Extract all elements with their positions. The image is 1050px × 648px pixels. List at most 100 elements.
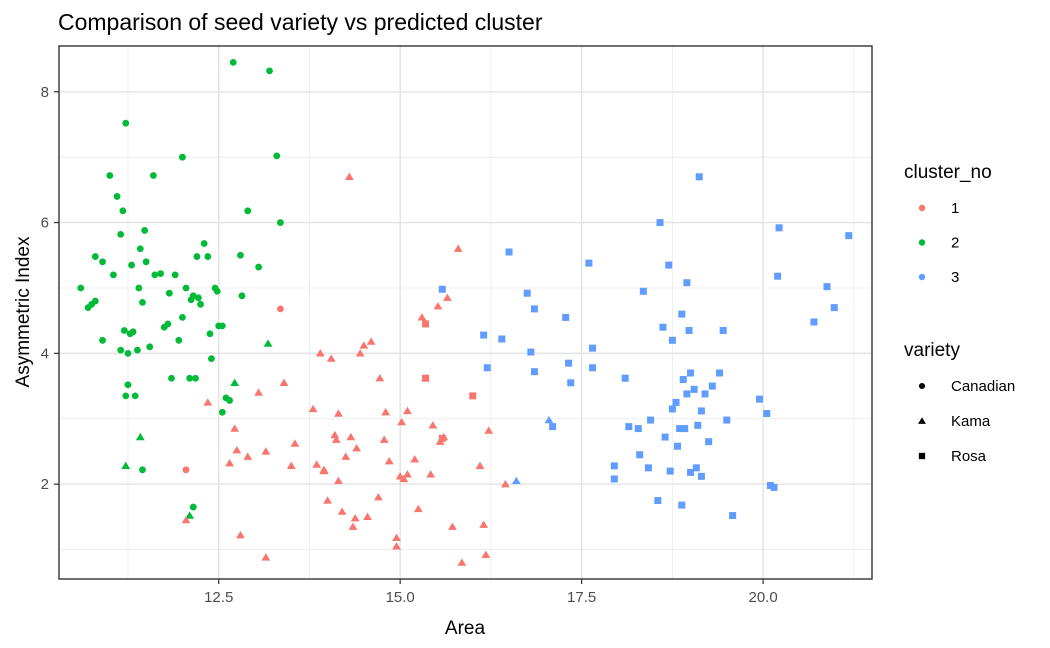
data-point bbox=[192, 374, 199, 382]
data-point bbox=[683, 279, 691, 287]
data-point bbox=[678, 310, 686, 318]
data-point bbox=[453, 244, 463, 252]
data-point bbox=[326, 354, 336, 362]
data-point bbox=[119, 207, 127, 215]
data-point bbox=[218, 322, 226, 330]
data-point bbox=[168, 374, 175, 382]
data-point bbox=[665, 261, 673, 269]
data-point bbox=[117, 346, 125, 354]
chart-title: Comparison of seed variety vs predicted … bbox=[58, 9, 543, 35]
data-point bbox=[323, 496, 332, 504]
data-point bbox=[475, 461, 485, 470]
data-point bbox=[122, 119, 130, 127]
data-point bbox=[185, 511, 195, 519]
data-points bbox=[77, 58, 853, 566]
data-point bbox=[99, 336, 106, 344]
data-point bbox=[770, 483, 778, 491]
y-axis: 2 4 6 8 bbox=[41, 84, 59, 493]
cluster-legend-label: 3 bbox=[951, 269, 959, 286]
data-point bbox=[723, 416, 731, 424]
data-point bbox=[200, 240, 208, 247]
data-point bbox=[136, 245, 144, 253]
data-point bbox=[352, 444, 362, 452]
data-point bbox=[438, 434, 446, 442]
cluster-legend-label: 2 bbox=[951, 235, 959, 252]
data-point bbox=[350, 513, 360, 522]
variety-legend-title: variety bbox=[904, 340, 960, 361]
data-point bbox=[634, 425, 642, 433]
data-point bbox=[422, 320, 430, 328]
data-point bbox=[565, 359, 573, 367]
data-point bbox=[672, 398, 680, 406]
data-point bbox=[120, 327, 128, 334]
data-point bbox=[755, 395, 763, 403]
y-tick-label: 4 bbox=[41, 345, 49, 362]
data-point bbox=[286, 461, 296, 470]
data-point bbox=[179, 153, 186, 161]
data-point bbox=[469, 392, 477, 400]
data-point bbox=[337, 507, 347, 515]
data-point bbox=[124, 381, 132, 389]
data-point bbox=[676, 425, 684, 433]
data-point bbox=[661, 433, 669, 441]
data-point bbox=[348, 522, 358, 530]
data-point bbox=[399, 474, 409, 483]
data-point bbox=[530, 368, 538, 376]
data-point bbox=[498, 335, 506, 343]
data-point bbox=[483, 364, 491, 372]
data-point bbox=[681, 425, 689, 433]
data-point bbox=[165, 289, 173, 297]
data-point bbox=[226, 397, 233, 404]
data-point bbox=[91, 253, 99, 260]
data-point bbox=[142, 258, 150, 266]
data-point bbox=[279, 378, 289, 386]
data-point bbox=[687, 468, 695, 476]
data-point bbox=[845, 232, 853, 240]
data-point bbox=[139, 298, 146, 306]
data-point bbox=[189, 503, 197, 511]
data-point bbox=[457, 558, 467, 566]
data-point bbox=[276, 219, 284, 226]
data-point bbox=[171, 271, 179, 279]
data-point bbox=[363, 512, 372, 521]
x-tick-label: 20.0 bbox=[749, 589, 778, 606]
data-point bbox=[381, 408, 391, 416]
data-point bbox=[379, 435, 389, 443]
data-point bbox=[139, 466, 146, 474]
data-point bbox=[654, 497, 662, 505]
cluster-legend-label: 1 bbox=[951, 200, 959, 217]
data-point bbox=[426, 470, 436, 478]
data-point bbox=[428, 421, 438, 429]
data-point bbox=[186, 374, 194, 382]
data-point bbox=[413, 504, 423, 513]
data-point bbox=[135, 432, 145, 441]
data-point bbox=[392, 533, 401, 541]
cluster-legend-key bbox=[918, 273, 926, 281]
data-point bbox=[562, 313, 570, 321]
data-point bbox=[261, 553, 271, 561]
data-point bbox=[243, 452, 253, 460]
data-point bbox=[692, 464, 700, 472]
data-point bbox=[544, 415, 554, 424]
data-point bbox=[729, 512, 737, 520]
data-point bbox=[110, 271, 117, 279]
data-point bbox=[523, 289, 531, 297]
data-point bbox=[237, 251, 244, 259]
data-point bbox=[690, 385, 698, 393]
data-point bbox=[549, 423, 557, 431]
cluster-legend: cluster_no 1 2 3 bbox=[904, 162, 992, 286]
data-point bbox=[236, 530, 245, 539]
variety-legend-key bbox=[918, 452, 926, 460]
data-point bbox=[685, 326, 693, 334]
data-point bbox=[182, 284, 190, 292]
data-point bbox=[719, 326, 727, 334]
data-point bbox=[484, 426, 494, 434]
data-point bbox=[585, 259, 593, 267]
data-point bbox=[636, 451, 644, 459]
cluster-legend-key bbox=[918, 204, 926, 212]
cluster-legend-key bbox=[918, 239, 926, 246]
data-point bbox=[344, 172, 354, 180]
data-point bbox=[164, 320, 172, 328]
data-point bbox=[830, 304, 838, 312]
